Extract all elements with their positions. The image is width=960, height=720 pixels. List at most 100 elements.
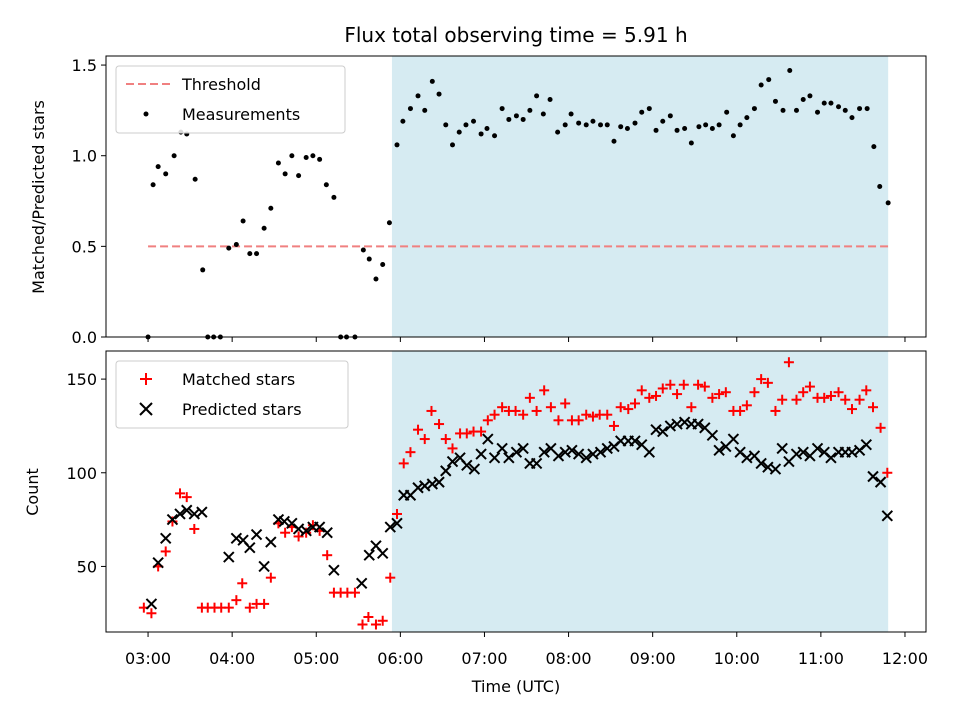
measurement-point	[394, 142, 400, 148]
measurement-point	[730, 133, 736, 139]
measurement-point	[317, 156, 323, 162]
measurement-point	[842, 107, 848, 113]
measurement-point	[598, 122, 604, 128]
matched-star-point	[804, 381, 815, 392]
legend-predicted-label: Predicted stars	[182, 400, 302, 419]
measurement-point	[463, 122, 469, 128]
measurement-point	[360, 247, 366, 253]
y-tick-label: 150	[66, 370, 97, 389]
predicted-star-point	[825, 452, 837, 464]
matched-star-point	[440, 434, 451, 445]
bottom-panel-frame	[105, 350, 927, 633]
measurement-point	[506, 116, 512, 122]
measurement-point	[310, 153, 316, 159]
predicted-star-point	[755, 457, 767, 470]
bottom-legend-box	[115, 360, 349, 429]
observing-window-shade-bottom	[391, 351, 889, 632]
matched-star-point	[686, 402, 697, 413]
predicted-star-point	[503, 452, 515, 464]
measurement-point	[709, 126, 715, 132]
matched-star-point	[825, 390, 836, 401]
matched-star-point	[819, 392, 830, 403]
top-ylabel: Matched/Predicted stars	[29, 100, 48, 294]
predicted-star-point	[874, 476, 887, 488]
predicted-star-point	[496, 442, 508, 455]
matched-star-point	[602, 409, 613, 420]
measurement-point	[639, 109, 645, 115]
measurement-point	[478, 131, 484, 137]
predicted-star-point	[152, 556, 164, 569]
measurement-point	[247, 251, 253, 257]
matched-star-point	[510, 405, 521, 416]
measurement-point	[331, 194, 337, 200]
matched-star-point	[426, 405, 437, 416]
matched-star-point	[398, 458, 409, 469]
matched-star-point	[833, 387, 844, 398]
x-tick-label: 03:00	[125, 649, 171, 668]
matched-star-point	[868, 402, 879, 413]
predicted-star-point	[230, 532, 243, 545]
measurement-point	[456, 129, 462, 135]
measurement-point	[540, 111, 546, 117]
measurement-point	[696, 124, 702, 130]
measurement-point	[380, 261, 386, 267]
matched-star-point	[657, 383, 668, 394]
y-tick-label: 1.0	[72, 147, 97, 166]
measurement-point	[261, 225, 267, 231]
predicted-star-point	[559, 446, 571, 458]
matched-star-point	[377, 615, 388, 626]
predicted-star-point	[881, 510, 894, 522]
matched-star-point	[707, 392, 718, 403]
matched-star-point	[231, 595, 242, 606]
predicted-star-point	[468, 463, 481, 475]
measurement-point	[744, 115, 750, 121]
matched-star-point	[461, 428, 472, 439]
measurement-point	[849, 115, 855, 121]
measurement-point	[226, 245, 232, 251]
measurement-point	[568, 111, 574, 117]
measurement-point	[386, 220, 392, 226]
matched-star-point	[581, 409, 592, 420]
measurement-point	[772, 98, 778, 104]
measurement-point	[289, 153, 295, 159]
matched-star-point	[714, 389, 725, 400]
matched-star-point	[770, 405, 781, 416]
matched-star-point	[720, 387, 731, 398]
measurement-point	[576, 120, 582, 126]
bottom-panel-counts: 03:00 04:00 05:00 06:00 07:00 08:00 09:00 10:00…	[23, 350, 928, 696]
measurement-point	[484, 126, 490, 132]
predicted-star-point	[601, 442, 613, 455]
matched-star-point	[146, 608, 157, 619]
legend-matched-label: Matched stars	[182, 370, 295, 389]
matched-star-point	[644, 392, 655, 403]
matched-star-point	[756, 374, 767, 385]
predicted-star-point	[572, 448, 585, 460]
measurement-point	[751, 106, 757, 112]
matched-star-point	[882, 467, 893, 478]
measurement-point	[323, 182, 329, 188]
measurement-point	[611, 138, 617, 144]
predicted-star-point	[181, 504, 193, 516]
matched-star-point	[259, 598, 270, 609]
x-axis-label: Time (UTC)	[471, 677, 560, 696]
matched-star-point	[223, 602, 234, 613]
bottom-legend: Matched stars Predicted stars	[115, 360, 349, 429]
measurement-point	[618, 124, 624, 130]
matched-star-point	[762, 377, 773, 388]
predicted-star-point	[510, 446, 523, 458]
matched-star-point	[280, 527, 291, 538]
measurement-point	[682, 126, 688, 132]
measurement-point	[268, 205, 274, 211]
matched-star-point	[678, 379, 689, 390]
matched-star-point	[518, 409, 529, 420]
measurement-point	[429, 78, 435, 84]
predicted-star-point	[776, 442, 788, 455]
predicted-star-point	[446, 455, 459, 468]
measurement-point	[604, 122, 610, 128]
y-tick-label: 0.0	[72, 328, 97, 347]
measurement-point	[200, 267, 206, 273]
predicted-star-point	[664, 420, 677, 432]
predicted-star-point	[426, 478, 439, 490]
matched-star-point	[651, 390, 662, 401]
